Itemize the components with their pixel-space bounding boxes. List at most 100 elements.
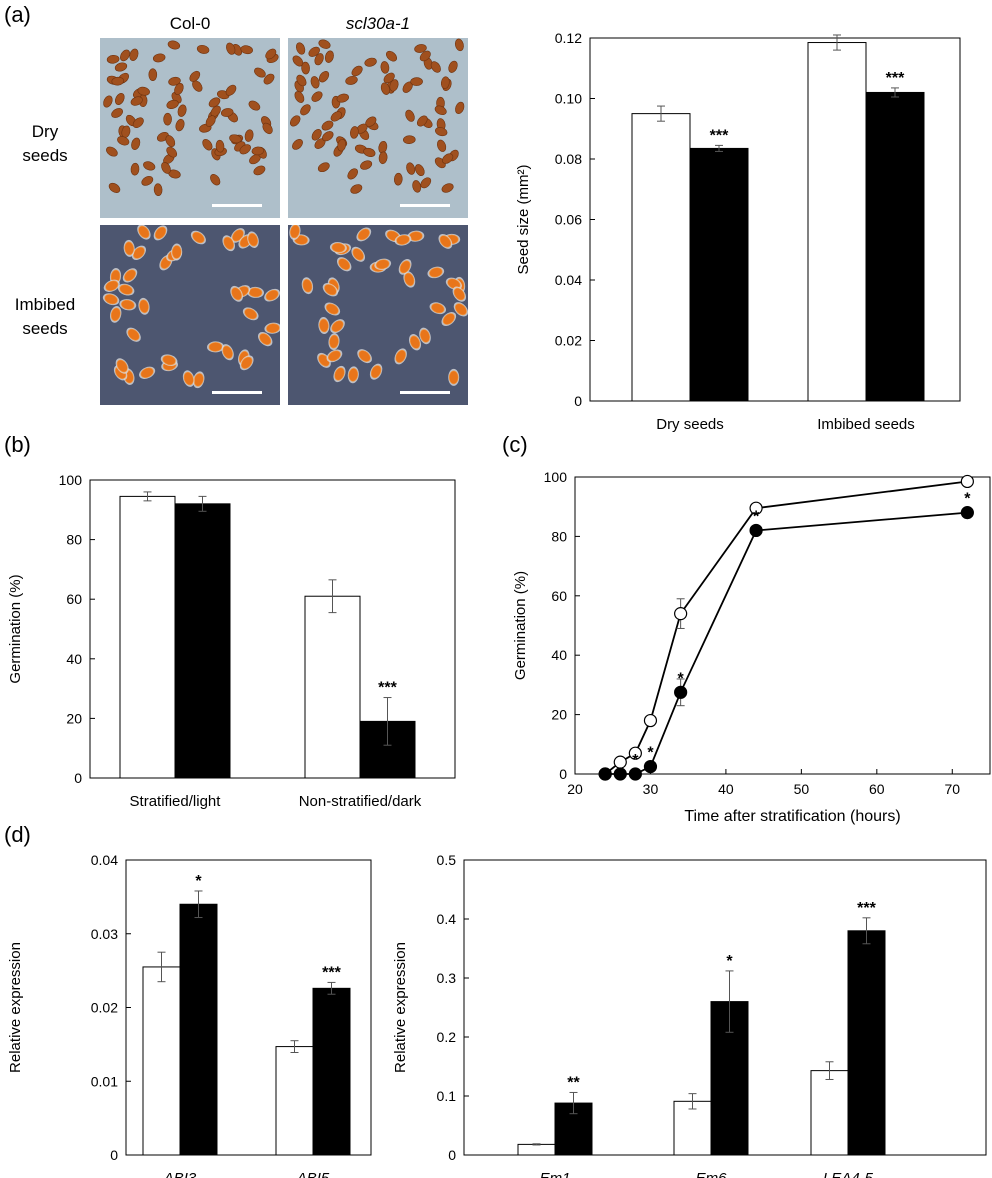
- y-tick-label: 0.04: [555, 272, 582, 288]
- seed-body: [292, 139, 303, 150]
- seed-body: [357, 228, 370, 241]
- bar: [174, 503, 231, 779]
- data-point: [674, 607, 688, 621]
- photo-row-label-imbibed-line1: Imbibed: [14, 295, 76, 314]
- seed: [117, 136, 130, 146]
- seed-body: [330, 111, 342, 122]
- seed-body: [331, 242, 346, 253]
- seed: [380, 82, 390, 95]
- seed: [202, 138, 213, 151]
- seed-body: [302, 278, 313, 293]
- seed-body: [410, 77, 423, 86]
- seed-body: [208, 342, 223, 352]
- seed-body: [265, 289, 279, 301]
- photo-row-label-imbibed: Imbibed seeds: [0, 293, 90, 341]
- seed-body: [117, 136, 130, 146]
- plot-frame: [574, 476, 991, 775]
- seed-body: [152, 53, 166, 63]
- plot-frame: [89, 479, 456, 779]
- seed: [132, 117, 144, 128]
- seed-body: [137, 86, 150, 96]
- bar: [304, 595, 361, 779]
- seed-body: [396, 234, 410, 245]
- seed-body: [338, 258, 351, 271]
- seed-body: [455, 303, 467, 316]
- seed: [322, 131, 334, 142]
- seed-body: [350, 184, 363, 194]
- seed-body: [370, 365, 382, 379]
- seed-body: [328, 350, 341, 362]
- panel-label-a: (a): [4, 2, 31, 27]
- seed-body: [202, 138, 213, 151]
- scale-bar: [400, 204, 450, 207]
- y-tick-label: 0: [448, 1147, 456, 1163]
- seed: [152, 53, 166, 63]
- seed: [289, 115, 301, 127]
- seed-body: [259, 333, 272, 345]
- seed-body: [351, 65, 363, 77]
- seed: [337, 138, 347, 152]
- seed: [296, 74, 307, 87]
- seed: [442, 153, 454, 164]
- seed-body: [262, 122, 273, 135]
- seed: [167, 40, 181, 50]
- seed-body: [314, 53, 324, 66]
- seed: [455, 101, 465, 114]
- seed-body: [189, 70, 201, 82]
- seed: [254, 67, 266, 78]
- seed-body: [404, 272, 415, 287]
- photo-row-label-dry-line2: seeds: [22, 146, 68, 165]
- y-axis-label: Seed size (mm²): [515, 164, 532, 274]
- bar: [179, 903, 218, 1156]
- seed: [177, 104, 187, 117]
- seed: [311, 129, 322, 141]
- photo-col-label-mutant: scl30a-1: [345, 14, 411, 33]
- significance-label: *: [753, 508, 760, 525]
- photo-col0-dry: [100, 38, 280, 218]
- y-tick-label: 0.03: [91, 926, 118, 942]
- seed: [311, 91, 323, 102]
- seed-body: [138, 225, 150, 239]
- seed: [429, 302, 447, 315]
- seed-body: [174, 83, 184, 95]
- scale-bar: [212, 391, 262, 394]
- chart-d1: 0 0.01 0.02 0.03 0.04 Relative expression * ABI…: [7, 852, 372, 1178]
- seed: [295, 42, 306, 55]
- seed-body: [294, 91, 305, 103]
- seed: [102, 293, 120, 306]
- seed-body: [334, 367, 345, 381]
- significance-label: ***: [886, 70, 905, 87]
- seed: [448, 368, 460, 386]
- photo-col0-imbibed: [100, 225, 280, 405]
- bar: [807, 42, 867, 402]
- seed: [410, 77, 423, 86]
- y-tick-label: 0: [110, 1147, 118, 1163]
- seed: [419, 327, 431, 345]
- seed: [244, 129, 254, 142]
- seed: [351, 65, 363, 77]
- y-tick-label: 40: [66, 651, 82, 667]
- seed: [324, 50, 334, 63]
- x-category-label: Stratified/light: [130, 793, 222, 810]
- seed: [215, 139, 225, 153]
- y-tick-label: 0: [574, 393, 582, 409]
- seed-body: [210, 174, 221, 186]
- seed-body: [177, 104, 187, 117]
- seed: [318, 71, 330, 83]
- x-category-label: ABI5: [296, 1170, 330, 1178]
- seed: [310, 76, 320, 89]
- seed: [265, 48, 277, 60]
- seed: [356, 227, 372, 242]
- seed-body: [290, 225, 300, 239]
- seed-body: [311, 91, 323, 102]
- seed-body: [140, 367, 154, 379]
- seed-body: [139, 299, 149, 314]
- seed: [318, 317, 330, 334]
- seed: [336, 93, 349, 103]
- seed: [333, 365, 346, 383]
- seed-body: [429, 267, 443, 278]
- seed: [360, 160, 373, 170]
- seed: [143, 161, 156, 171]
- y-tick-label: 0.08: [555, 151, 582, 167]
